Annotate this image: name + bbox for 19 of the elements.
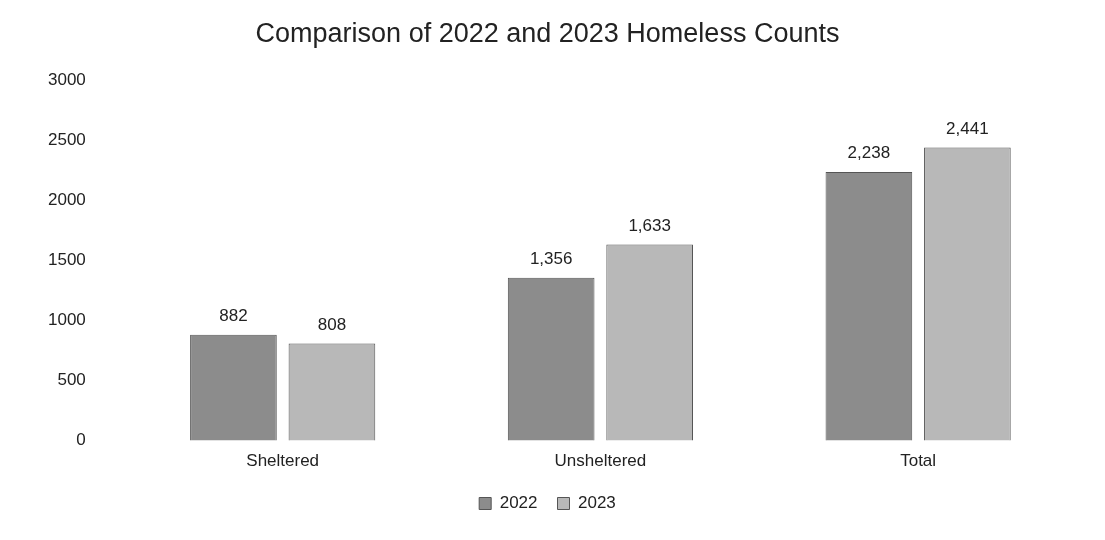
data-label: 882 bbox=[219, 305, 248, 325]
chart-title: Comparison of 2022 and 2023 Homeless Counts bbox=[255, 17, 840, 48]
x-tick-label: Total bbox=[900, 451, 937, 471]
legend-label: 2022 bbox=[499, 493, 538, 513]
x-tick-label: Sheltered bbox=[246, 451, 320, 471]
y-tick-label: 1500 bbox=[47, 250, 86, 270]
y-tick-label: 3000 bbox=[47, 70, 86, 90]
y-tick-label: 0 bbox=[76, 430, 86, 450]
data-label: 1,633 bbox=[628, 215, 671, 235]
y-tick-label: 500 bbox=[57, 370, 86, 390]
legend-label: 2023 bbox=[578, 493, 616, 513]
x-tick-label: Unsheltered bbox=[554, 451, 647, 471]
y-tick-label: 2500 bbox=[47, 130, 86, 150]
data-label: 2,238 bbox=[847, 143, 891, 163]
data-label: 808 bbox=[317, 314, 347, 334]
data-label: 2,441 bbox=[946, 118, 989, 138]
y-tick-label: 1000 bbox=[47, 310, 86, 330]
y-tick-label: 2000 bbox=[47, 190, 86, 210]
data-label: 1,356 bbox=[529, 248, 573, 268]
